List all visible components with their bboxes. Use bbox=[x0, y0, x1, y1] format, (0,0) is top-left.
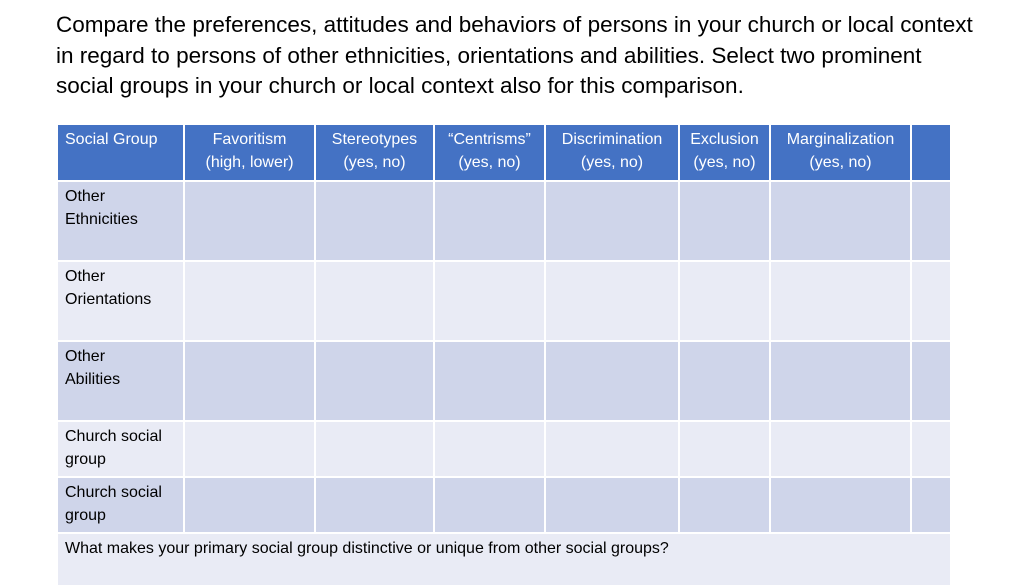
header-exclusion: Exclusion (yes, no) bbox=[678, 123, 771, 182]
table-cell[interactable] bbox=[314, 180, 435, 262]
table-row-church-social-group-2: Church social group bbox=[56, 476, 952, 534]
table-cell[interactable] bbox=[678, 180, 771, 262]
table-cell[interactable] bbox=[183, 340, 316, 422]
table-cell[interactable] bbox=[433, 476, 546, 534]
table-cell[interactable] bbox=[910, 476, 952, 534]
table-cell[interactable] bbox=[678, 420, 771, 478]
table-cell[interactable] bbox=[910, 420, 952, 478]
table-cell[interactable] bbox=[544, 420, 680, 478]
comparison-table: Social Group Favoritism (high, lower) Ste… bbox=[56, 123, 952, 587]
table-cell[interactable] bbox=[769, 260, 912, 342]
slide-title: Compare the preferences, attitudes and b… bbox=[56, 12, 973, 98]
header-centrisms: “Centrisms” (yes, no) bbox=[433, 123, 546, 182]
table-cell[interactable] bbox=[678, 260, 771, 342]
table-footer-row: What makes your primary social group dis… bbox=[56, 532, 952, 587]
header-extra bbox=[910, 123, 952, 182]
header-favoritism: Favoritism (high, lower) bbox=[183, 123, 316, 182]
table-cell[interactable] bbox=[678, 340, 771, 422]
table-cell[interactable] bbox=[910, 340, 952, 422]
table-cell[interactable] bbox=[678, 476, 771, 534]
header-row: Social Group Favoritism (high, lower) Ste… bbox=[56, 123, 952, 182]
table-cell[interactable] bbox=[314, 476, 435, 534]
table-cell[interactable] bbox=[769, 420, 912, 478]
table-cell[interactable] bbox=[314, 260, 435, 342]
row-label: Church social group bbox=[56, 420, 185, 478]
table-row-other-ethnicities: Other Ethnicities bbox=[56, 180, 952, 262]
header-discrimination: Discrimination (yes, no) bbox=[544, 123, 680, 182]
row-label: Other Abilities bbox=[56, 340, 185, 422]
row-label: Church social group bbox=[56, 476, 185, 534]
row-label: Other Ethnicities bbox=[56, 180, 185, 262]
table-cell[interactable] bbox=[769, 476, 912, 534]
table-cell[interactable] bbox=[544, 476, 680, 534]
table-cell[interactable] bbox=[183, 476, 316, 534]
table-cell[interactable] bbox=[183, 260, 316, 342]
table-cell[interactable] bbox=[433, 260, 546, 342]
footer-question[interactable]: What makes your primary social group dis… bbox=[56, 532, 952, 587]
table-cell[interactable] bbox=[433, 180, 546, 262]
table-cell[interactable] bbox=[183, 180, 316, 262]
table-cell[interactable] bbox=[910, 260, 952, 342]
table-cell[interactable] bbox=[314, 420, 435, 478]
table-cell[interactable] bbox=[769, 340, 912, 422]
table-cell[interactable] bbox=[433, 420, 546, 478]
table-row-church-social-group-1: Church social group bbox=[56, 420, 952, 478]
table-cell[interactable] bbox=[183, 420, 316, 478]
table-row-other-orientations: Other Orientations bbox=[56, 260, 952, 342]
header-social-group: Social Group bbox=[56, 123, 185, 182]
table-cell[interactable] bbox=[544, 260, 680, 342]
table-cell[interactable] bbox=[433, 340, 546, 422]
header-marginalization: Marginalization (yes, no) bbox=[769, 123, 912, 182]
table-cell[interactable] bbox=[544, 180, 680, 262]
table-cell[interactable] bbox=[314, 340, 435, 422]
table-cell[interactable] bbox=[769, 180, 912, 262]
table-cell[interactable] bbox=[910, 180, 952, 262]
header-stereotypes: Stereotypes (yes, no) bbox=[314, 123, 435, 182]
row-label: Other Orientations bbox=[56, 260, 185, 342]
table-row-other-abilities: Other Abilities bbox=[56, 340, 952, 422]
table-cell[interactable] bbox=[544, 340, 680, 422]
